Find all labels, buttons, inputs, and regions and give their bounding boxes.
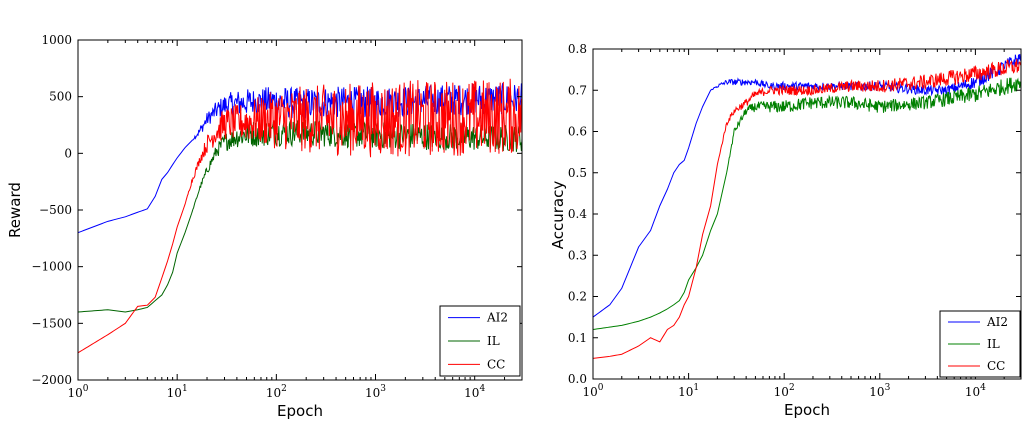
legend-label-il: IL	[987, 337, 1000, 351]
y-tick-label: −2000	[31, 373, 72, 387]
series-line-il	[593, 77, 1021, 330]
x-tick-label: 102	[266, 384, 287, 400]
x-axis-label: Epoch	[784, 401, 830, 419]
x-tick-label: 100	[582, 383, 603, 399]
y-tick-label: 0.5	[568, 166, 587, 180]
series-line-cc	[78, 78, 522, 354]
y-tick-label: 0.6	[568, 125, 587, 139]
x-tick-label: 100	[67, 384, 88, 400]
accuracy-chart: 0.0 0.1 0.2 0.3 0.4 0.5 0.6 0.7 0.8 100 101 102 103 1…	[549, 42, 1022, 419]
y-tick-label: 0.3	[568, 248, 587, 262]
y-tick-label: 0.2	[568, 290, 587, 304]
legend: AI2 IL CC	[939, 310, 1021, 378]
x-tick-label: 104	[464, 384, 485, 400]
y-tick-label: 500	[49, 90, 72, 104]
y-tick-label: 0.4	[568, 207, 587, 221]
y-tick-label: 0.7	[568, 83, 587, 97]
legend: AI2 IL CC	[439, 305, 521, 377]
x-tick-label: 103	[869, 383, 890, 399]
y-tick-label: 1000	[41, 33, 72, 47]
x-tick-label: 104	[965, 383, 986, 399]
x-tick-label: 101	[678, 383, 699, 399]
y-tick-label: −1000	[31, 260, 72, 274]
legend-label-il: IL	[487, 334, 500, 348]
y-tick-label: 0	[64, 146, 72, 160]
legend-label-ai2: AI2	[986, 315, 1008, 329]
y-tick-label: −500	[39, 203, 72, 217]
series-line-il	[78, 119, 522, 313]
x-axis-label: Epoch	[277, 402, 323, 420]
legend-label-cc: CC	[487, 357, 505, 371]
y-axis-label: Reward	[6, 182, 24, 238]
legend-label-cc: CC	[987, 359, 1005, 373]
reward-chart: −2000 −1500 −1000 −500 0 500 1000 100 101 102 103 1…	[6, 33, 523, 420]
legend-label-ai2: AI2	[486, 311, 508, 325]
x-tick-label: 101	[167, 384, 188, 400]
x-tick-label: 102	[774, 383, 795, 399]
y-tick-label: −1500	[31, 316, 72, 330]
y-axis-label: Accuracy	[549, 181, 567, 250]
series-line-cc	[593, 59, 1021, 359]
y-tick-label: 0.8	[568, 42, 587, 56]
y-tick-label: 0.1	[568, 331, 587, 345]
x-tick-label: 103	[365, 384, 386, 400]
y-tick-label: 0.0	[568, 372, 587, 386]
series-line-ai2	[78, 83, 522, 234]
